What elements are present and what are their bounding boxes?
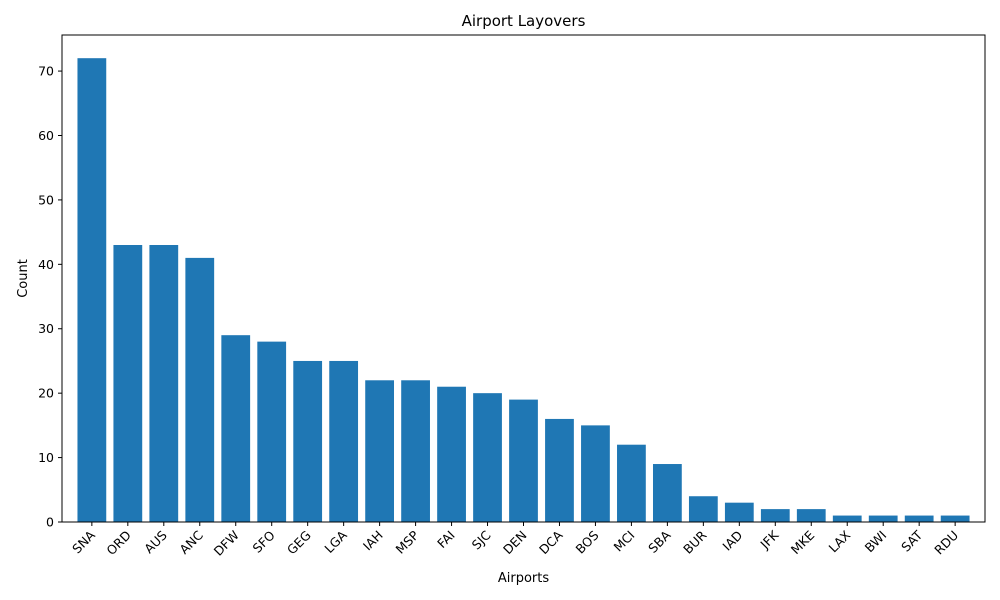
bar-sat (904, 515, 934, 522)
x-tick-label: IAH (360, 528, 386, 554)
x-tick-label: AUS (141, 527, 170, 556)
bar-sjc (473, 393, 502, 522)
x-tick-label: ORD (103, 528, 134, 559)
x-tick-label: DCA (536, 527, 566, 557)
x-axis-label: Airports (498, 571, 549, 586)
x-tick-label: MSP (393, 527, 423, 557)
bar-rdu (940, 515, 970, 522)
x-tick-label: BOS (572, 527, 601, 556)
bar-fai (437, 386, 466, 522)
bar-den (509, 399, 538, 522)
x-tick-label: MKE (788, 527, 818, 557)
x-tick-label: JFK (757, 527, 782, 552)
x-tick-label: RDU (931, 528, 961, 558)
x-tick-label: FAI (434, 528, 458, 552)
x-tick-label: SNA (69, 527, 98, 556)
x-tick-label: SBA (645, 527, 674, 556)
x-tick-label: BUR (680, 527, 710, 557)
x-tick-label: SFO (250, 527, 278, 555)
y-tick-label: 70 (38, 64, 54, 79)
bar-bos (581, 425, 610, 522)
bar-jfk (760, 509, 790, 522)
bar-mke (796, 509, 826, 522)
x-tick-label: MCI (611, 528, 638, 555)
bar-iad (724, 502, 754, 522)
x-tick-label: BWI (862, 528, 890, 556)
y-tick-label: 30 (38, 321, 54, 336)
bar-ord (113, 245, 143, 523)
bar-iah (365, 380, 395, 522)
bar-mci (617, 444, 646, 522)
x-tick-label: LAX (826, 527, 854, 555)
plot-frame (61, 34, 986, 523)
x-tick-label: GEG (284, 528, 314, 558)
bar-aus (149, 245, 179, 523)
bar-lax (832, 515, 862, 522)
bar-geg (293, 360, 323, 522)
bar-dfw (221, 335, 251, 522)
bar-dca (545, 418, 574, 522)
bar-anc (185, 257, 215, 522)
x-tick-label: IAD (719, 528, 745, 554)
bar-sba (652, 464, 682, 522)
x-tick-label: SAT (898, 527, 925, 554)
bar-bur (688, 496, 718, 522)
bars-group (77, 58, 970, 523)
y-tick-label: 0 (46, 515, 54, 530)
y-tick-label: 20 (38, 386, 54, 401)
y-tick-label: 50 (38, 192, 54, 207)
y-axis: 0 10 20 30 40 50 60 70 (38, 64, 62, 530)
y-axis-label: Count (16, 259, 31, 298)
chart-title: Airport Layovers (462, 12, 586, 30)
x-tick-label: DEN (500, 528, 530, 558)
y-tick-label: 10 (38, 450, 54, 465)
x-tick-label: DFW (211, 528, 242, 559)
x-tick-label: ANC (176, 527, 206, 557)
y-tick-label: 60 (38, 128, 54, 143)
bar-sfo (257, 341, 287, 522)
bar-bwi (868, 515, 898, 522)
y-tick-label: 40 (38, 257, 54, 272)
bar-sna (77, 58, 107, 522)
bar-msp (401, 380, 430, 522)
x-axis: SNA ORD AUS ANC DFW SFO GEG LGA IAH MSP FAI SJC DEN D… (69, 522, 961, 559)
bar-lga (329, 360, 359, 522)
x-tick-label: SJC (469, 527, 494, 552)
x-tick-label: LGA (321, 527, 350, 556)
